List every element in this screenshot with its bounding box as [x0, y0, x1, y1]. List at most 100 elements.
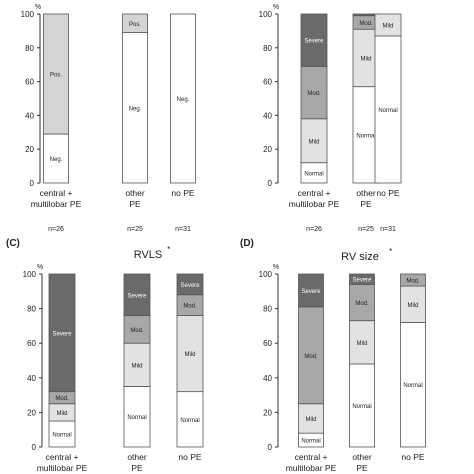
- y-tick-label: 40: [27, 374, 36, 383]
- bar-segment-label: Mild: [56, 411, 67, 417]
- bar-segment-label: Normal: [352, 404, 371, 410]
- y-tick-label: 20: [27, 408, 36, 417]
- bar-segment-label: Severe: [352, 278, 372, 284]
- y-tick-label: 0: [32, 443, 37, 452]
- bar-segment-label: Mild: [360, 56, 371, 62]
- bar-segment-severe: [176, 273, 204, 296]
- bar-segment-label: Normal: [180, 418, 199, 424]
- category-label: PE: [131, 463, 143, 473]
- bar-segment-severe: [48, 273, 76, 393]
- bar-segment-label: Mild: [305, 417, 316, 423]
- y-tick-label: 0: [268, 179, 273, 188]
- y-axis-unit: %: [273, 4, 279, 11]
- bar-segment-label: Mod.: [304, 354, 318, 360]
- y-tick-label: 80: [263, 44, 272, 53]
- y-tick-label: 40: [263, 374, 272, 383]
- significance-marker: *: [167, 245, 170, 254]
- bar-segment-label: Severe: [180, 283, 200, 289]
- bar-segment-label: Pos.: [129, 22, 141, 28]
- bar-segment-mod: [300, 65, 328, 120]
- bar-segment-label: Severe: [52, 331, 72, 337]
- y-tick-label: 80: [25, 44, 34, 53]
- bar-segment-label: Normal: [52, 433, 71, 439]
- category-label: central +: [295, 452, 328, 462]
- category-label: multilobar PE: [31, 199, 82, 209]
- bar-segment-mild: [400, 285, 426, 323]
- bar-segment-severe: [300, 13, 328, 67]
- y-tick-label: 0: [268, 443, 273, 452]
- bar-segment-severe: [123, 273, 151, 316]
- y-tick-label: 100: [21, 10, 35, 19]
- category-label: PE: [129, 199, 141, 209]
- n-label: n=25: [127, 226, 143, 233]
- bar-segment-label: Normal: [378, 108, 397, 114]
- bar-segment-label: Normal: [127, 415, 146, 421]
- bar-segment-neg: [43, 133, 69, 184]
- bar-segment-label: Mod.: [359, 21, 373, 27]
- y-tick-label: 60: [263, 78, 272, 87]
- y-tick-label: 0: [30, 179, 35, 188]
- y-tick-label: 40: [263, 111, 272, 120]
- bar-segment-mild: [374, 13, 402, 37]
- bar-segment-label: Mod.: [183, 304, 197, 310]
- bar-segment-mild: [349, 320, 375, 365]
- n-label: n=31: [380, 226, 396, 233]
- category-label: multilobar PE: [286, 463, 337, 473]
- y-tick-label: 60: [263, 339, 272, 348]
- category-label: other: [352, 452, 372, 462]
- bar-segment-mild: [123, 342, 151, 387]
- y-axis-unit: %: [35, 4, 41, 11]
- category-label: other: [125, 188, 145, 198]
- n-label: n=26: [306, 226, 322, 233]
- bar-segment-label: Mild: [131, 363, 142, 369]
- category-label: central +: [40, 188, 73, 198]
- bar-segment-normal: [176, 391, 204, 448]
- category-label: PE: [356, 463, 368, 473]
- bar-segment-mod: [349, 283, 375, 322]
- bar-segment-label: Mild: [356, 341, 367, 347]
- bar-segment-normal: [48, 420, 76, 448]
- category-label: no PE: [178, 452, 201, 462]
- n-label: n=26: [48, 226, 64, 233]
- bar-segment-severe: [298, 273, 324, 308]
- chart-title: RVLS: [134, 249, 163, 261]
- panel-label: (C): [6, 238, 20, 249]
- category-label: no PE: [376, 188, 399, 198]
- bar-segment-mod: [298, 306, 324, 405]
- bar-segment-label: Neg.: [50, 157, 63, 163]
- bar-segment-normal: [349, 363, 375, 448]
- y-tick-label: 100: [23, 270, 37, 279]
- y-axis-unit: %: [37, 264, 43, 271]
- category-label: other: [127, 452, 147, 462]
- bar-segment-severe: [349, 273, 375, 285]
- category-label: other: [356, 188, 376, 198]
- category-label: no PE: [171, 188, 194, 198]
- y-tick-label: 100: [259, 270, 273, 279]
- bar-segment-normal: [123, 386, 151, 448]
- bar-segment-label: Severe: [127, 293, 147, 299]
- bar-segment-normal: [374, 35, 402, 184]
- bar-segment-label: Severe: [301, 289, 321, 295]
- y-tick-label: 20: [25, 145, 34, 154]
- bar-segment-normal: [400, 322, 426, 448]
- bar-segment-mod: [400, 273, 426, 287]
- y-tick-label: 60: [27, 339, 36, 348]
- bar-segment-label: Normal: [304, 171, 323, 177]
- bar-segment-neg: [170, 13, 196, 184]
- bar-segment-mild: [300, 118, 328, 164]
- bar-segment-label: Neg.: [177, 97, 190, 103]
- y-tick-label: 60: [25, 78, 34, 87]
- bar-segment-label: Normal: [301, 439, 320, 445]
- bar-segment-neg: [122, 32, 148, 184]
- y-tick-label: 20: [263, 408, 272, 417]
- chart-title: RV size: [341, 251, 379, 263]
- bar-segment-mod: [123, 315, 151, 344]
- bar-segment-label: Normal: [356, 133, 375, 139]
- bar-segment-label: Mod.: [55, 396, 69, 402]
- bar-segment-label: Mod.: [307, 91, 321, 97]
- category-label: multilobar PE: [289, 199, 340, 209]
- bar-segment-label: Mod.: [355, 301, 369, 307]
- category-label: central +: [46, 452, 79, 462]
- category-label: PE: [360, 199, 372, 209]
